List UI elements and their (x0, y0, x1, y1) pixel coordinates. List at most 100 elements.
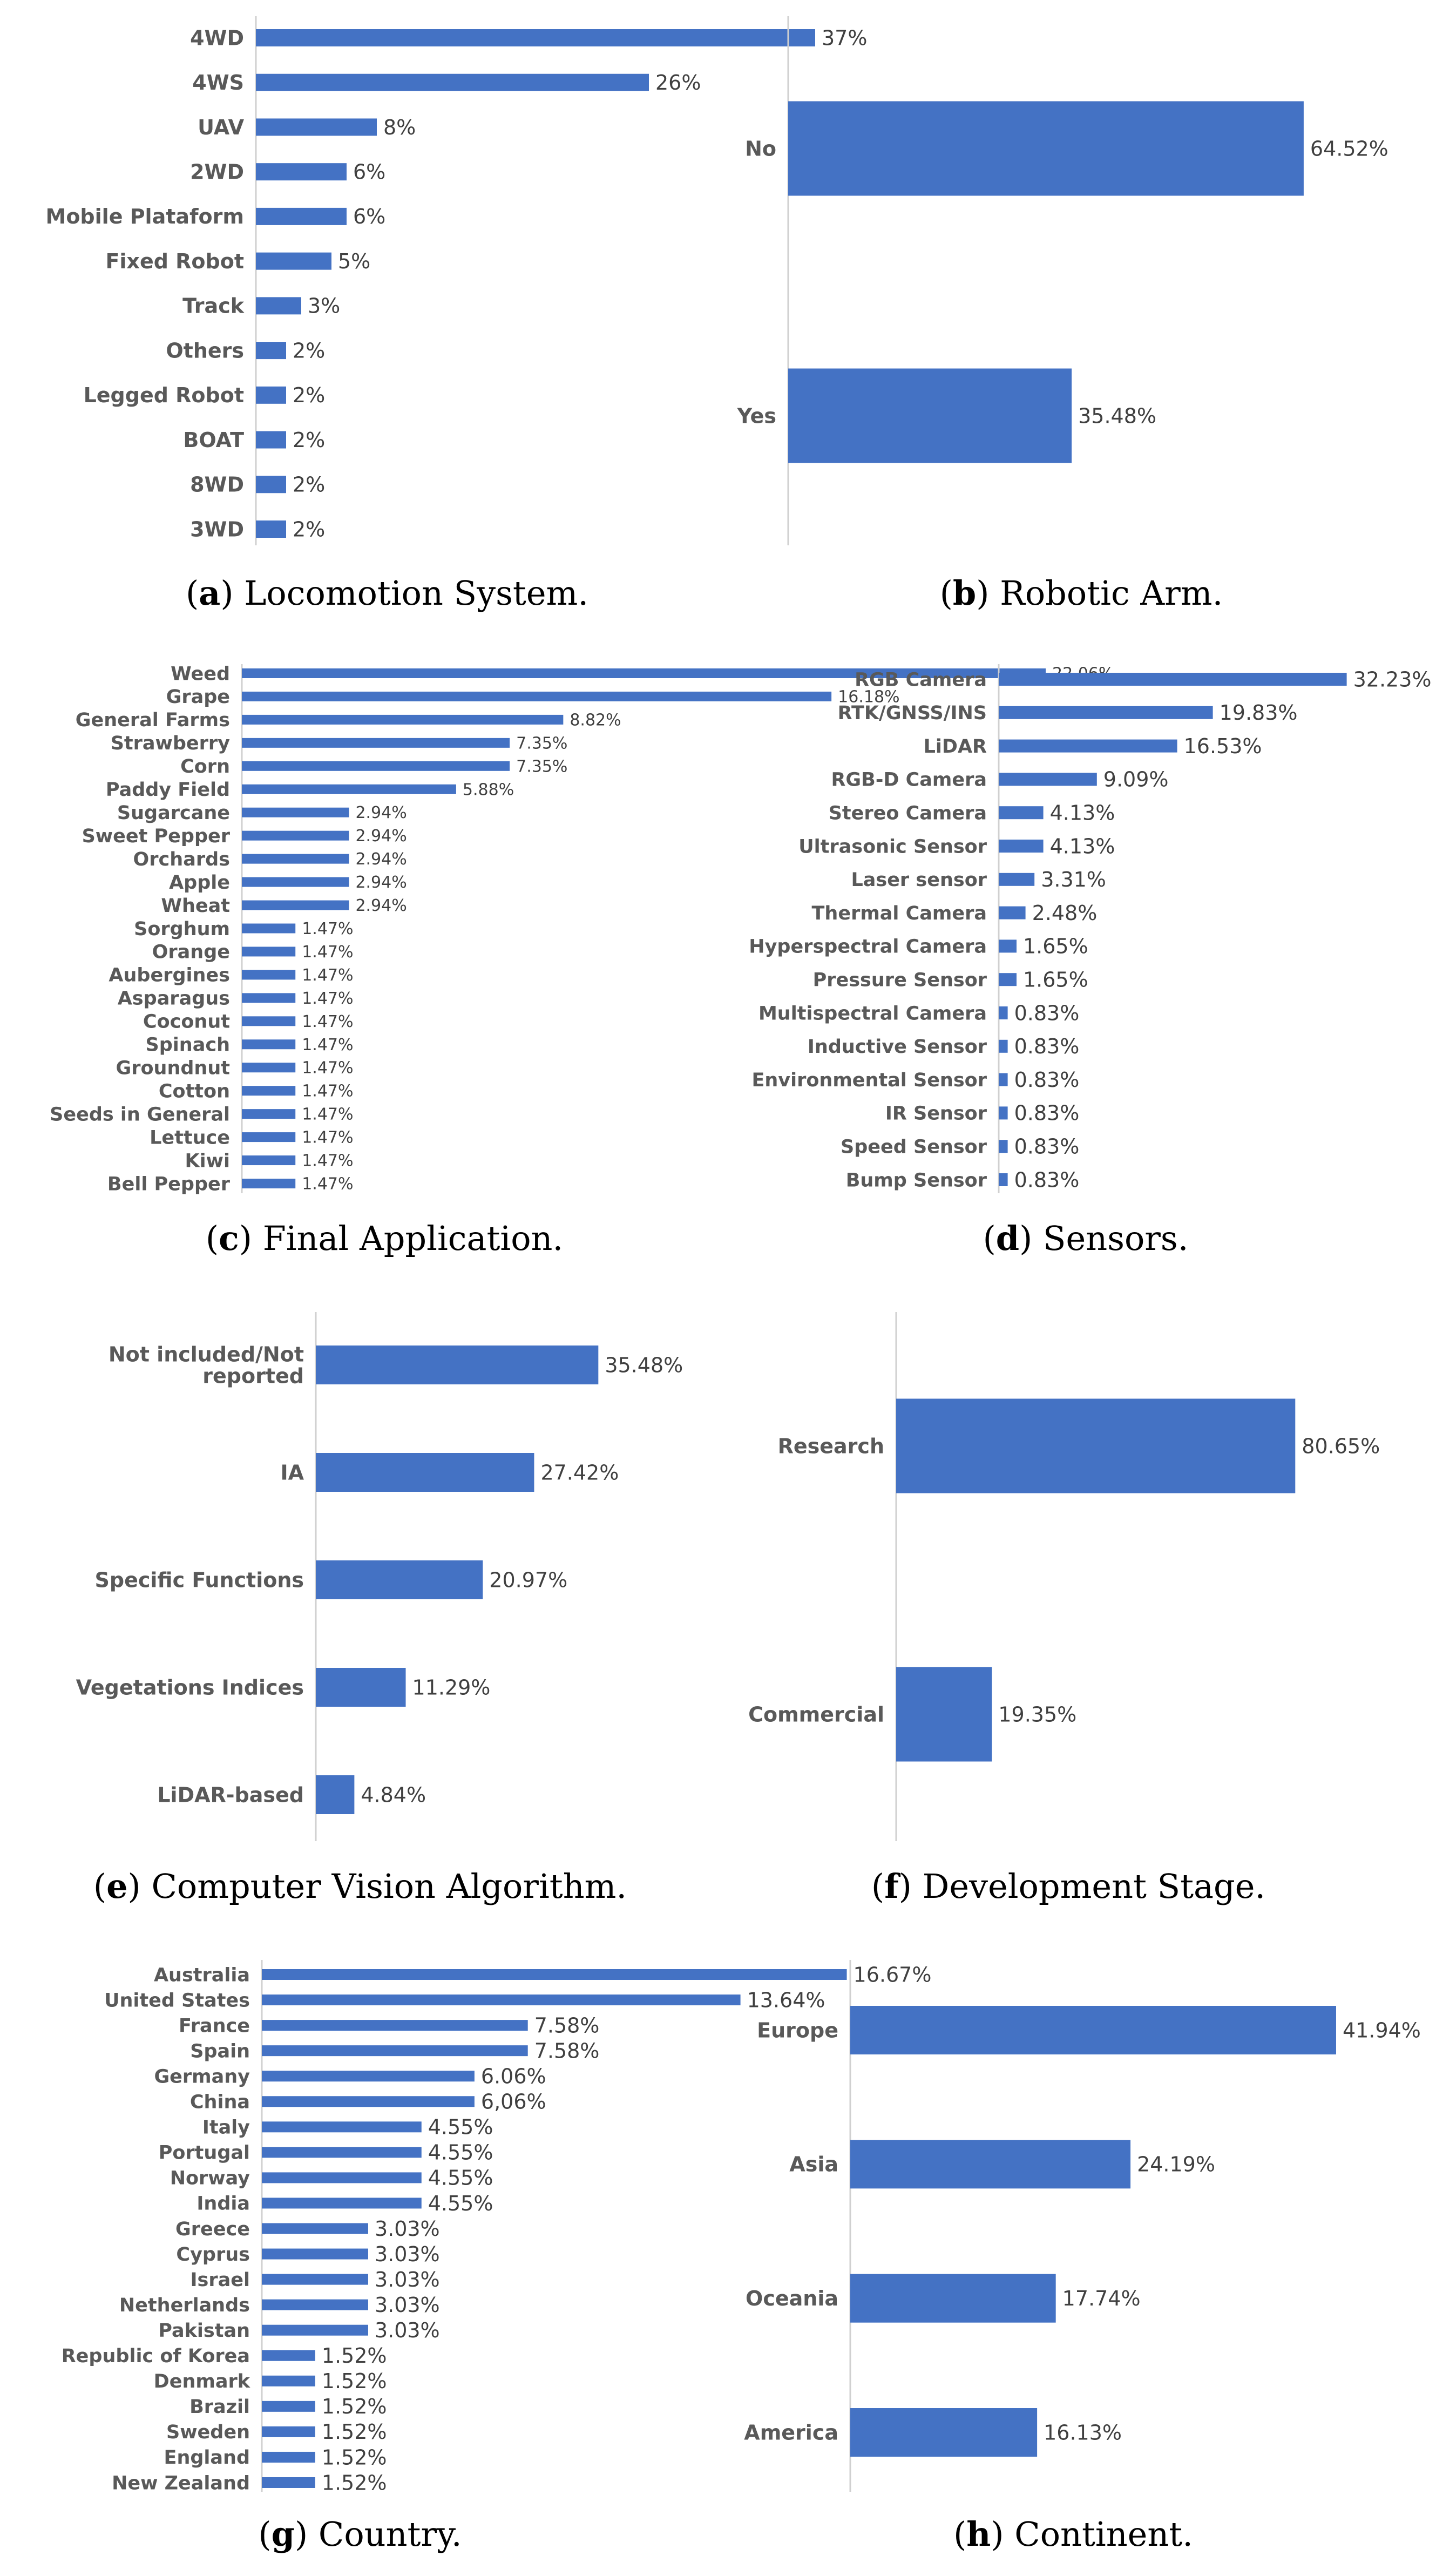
value-label: 2.94% (355, 896, 407, 915)
bar (262, 2020, 528, 2031)
value-label: 3.03% (375, 2217, 440, 2241)
category-label: General Farms (76, 709, 230, 731)
value-label: 0.83% (1014, 1135, 1080, 1159)
bar (999, 806, 1044, 820)
value-label: 2% (293, 383, 325, 407)
bar (242, 738, 510, 748)
chart-panel-g: Australia 16.67% United States 13.64% France… (62, 1960, 932, 2554)
caption-letter: a (199, 573, 220, 613)
value-label: 0.83% (1014, 1035, 1080, 1058)
category-label: Italy (202, 2117, 250, 2139)
bar (256, 431, 286, 449)
caption-letter: h (966, 2514, 991, 2554)
category-label: China (190, 2092, 250, 2113)
bar (242, 877, 349, 887)
bar (999, 1173, 1008, 1186)
caption-text: Development Stage. (923, 1867, 1265, 1906)
caption-letter: f (884, 1867, 900, 1906)
value-label: 32.23% (1353, 667, 1432, 691)
bar (242, 1109, 296, 1119)
value-label: 16.67% (854, 1963, 932, 1986)
category-label: Spinach (146, 1035, 230, 1056)
caption-text: Continent. (1014, 2514, 1193, 2554)
value-label: 1.47% (302, 943, 353, 962)
bar (262, 2451, 315, 2463)
category-label: LiDAR-based (157, 1783, 304, 1807)
value-label: 4.84% (361, 1783, 426, 1807)
value-label: 37% (822, 26, 867, 50)
value-label: 7.35% (516, 757, 567, 776)
bar (256, 118, 377, 136)
bar (262, 2324, 368, 2336)
value-label: 1.47% (302, 1036, 353, 1054)
category-label: Others (166, 339, 244, 362)
value-label: 1.52% (322, 2445, 387, 2469)
category-label: Sugarcane (117, 802, 230, 824)
category-label: Israel (191, 2269, 250, 2291)
value-label: 4.55% (428, 2115, 493, 2139)
value-label: 6% (353, 205, 385, 228)
bar (262, 2401, 315, 2412)
bar (262, 2147, 422, 2158)
value-label: 24.19% (1137, 2153, 1215, 2176)
value-label: 3.03% (375, 2318, 440, 2342)
value-label: 1.47% (302, 1012, 353, 1031)
value-label: 7.58% (534, 2013, 600, 2037)
value-label: 2.94% (355, 850, 407, 869)
value-label: 4.13% (1050, 801, 1115, 825)
bar (262, 2375, 315, 2386)
value-label: 4.55% (428, 2192, 493, 2215)
caption-letter: b (953, 573, 976, 613)
category-label: Aubergines (109, 965, 230, 986)
bar (256, 476, 286, 493)
value-label: 3.03% (375, 2293, 440, 2317)
category-label: America (744, 2421, 838, 2444)
bar (256, 342, 286, 360)
bar (316, 1346, 599, 1384)
value-label: 1.52% (322, 2344, 387, 2368)
caption-text: Computer Vision Algorithm. (151, 1867, 627, 1906)
bar (262, 2172, 422, 2183)
category-label: Bump Sensor (846, 1169, 987, 1191)
value-label: 1.47% (302, 919, 353, 938)
category-label: Strawberry (111, 733, 230, 754)
value-label: 41.94% (1343, 2018, 1421, 2042)
category-label: IA (280, 1461, 304, 1484)
caption-text: Robotic Arm. (1000, 573, 1223, 613)
value-label: 16.13% (1044, 2421, 1122, 2444)
bar (242, 970, 296, 980)
category-label: Pakistan (158, 2320, 250, 2342)
category-label: Laser sensor (851, 869, 987, 891)
value-label: 6,06% (481, 2090, 546, 2114)
category-label: Norway (170, 2168, 250, 2189)
category-label: 8WD (190, 473, 244, 497)
category-label: RTK/GNSS/INS (838, 702, 987, 724)
bar (242, 714, 564, 725)
category-label: RGB-D Camera (831, 769, 987, 791)
category-label: RGB Camera (855, 669, 987, 691)
caption: (a) Locomotion System. (186, 573, 588, 613)
category-label: Germany (154, 2066, 250, 2087)
category-label: 4WD (190, 26, 244, 50)
chart-panel-h: Europe 41.94% Asia 24.19% Oceania 17.74% Ameri… (744, 1960, 1421, 2554)
category-label: Commercial (748, 1702, 884, 1726)
category-label: Cotton (159, 1080, 230, 1102)
bar (262, 2045, 528, 2057)
category-label: Netherlands (119, 2295, 250, 2316)
value-label: 6.06% (481, 2065, 546, 2088)
value-label: 1.65% (1023, 968, 1088, 992)
value-label: 1.47% (302, 966, 353, 985)
caption: (g) Country. (258, 2514, 462, 2554)
bar (262, 2198, 422, 2209)
bar (850, 2274, 1056, 2323)
bar (256, 252, 331, 270)
bar (262, 2350, 315, 2361)
value-label: 2% (293, 428, 325, 452)
bar (262, 2299, 368, 2310)
category-label: Cyprus (176, 2244, 250, 2266)
category-label: Asia (789, 2153, 838, 2176)
value-label: 0.83% (1014, 1068, 1080, 1092)
category-label: Apple (169, 872, 230, 894)
bar (242, 761, 510, 771)
